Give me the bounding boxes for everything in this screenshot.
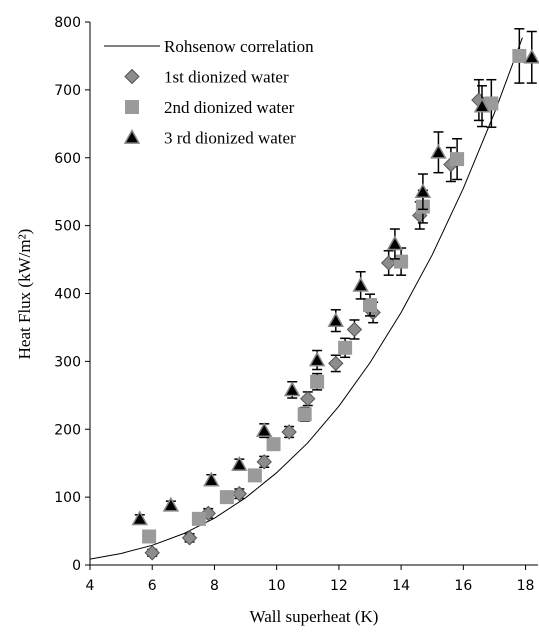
y-tick-label: 200 [54, 422, 81, 438]
x-tick-label: 12 [330, 578, 348, 594]
data-point [219, 490, 234, 505]
data-point [414, 183, 432, 199]
x-tick-label: 18 [517, 578, 535, 594]
data-point [380, 255, 397, 271]
y-tick-label: 100 [54, 490, 81, 506]
data-point [394, 254, 409, 269]
data-point [162, 496, 180, 512]
x-tick-label: 16 [454, 578, 472, 594]
legend-label: 1st dionized water [164, 68, 289, 87]
data-point [473, 97, 491, 113]
y-tick-label: 500 [54, 219, 81, 235]
data-point [327, 312, 345, 327]
data-point [283, 381, 301, 397]
data-point [512, 48, 527, 63]
data-point [300, 390, 316, 407]
data-point [346, 321, 363, 338]
y-tick-label: 700 [54, 83, 81, 99]
data-point [191, 511, 206, 526]
correlation-line [89, 37, 523, 560]
data-point [142, 529, 157, 544]
data-point [131, 510, 149, 526]
y-tick-label: 800 [54, 15, 81, 31]
data-point [231, 486, 248, 502]
x-tick-label: 8 [210, 578, 219, 594]
data-point [203, 471, 220, 487]
legend-marker [125, 100, 139, 114]
data-point [386, 235, 404, 251]
data-point [144, 545, 160, 561]
data-point [338, 340, 353, 355]
data-point [255, 422, 273, 437]
data-point [308, 351, 326, 367]
data-point [430, 143, 447, 159]
legend-label: 3 rd dionized water [164, 129, 296, 148]
data-point [363, 298, 377, 313]
y-tick-label: 300 [54, 354, 81, 370]
data-point [247, 468, 262, 483]
data-point [231, 456, 248, 471]
data-point [450, 152, 465, 167]
legend-marker [123, 128, 141, 144]
y-axis-label: Heat Flux (kW/m²) [15, 229, 34, 360]
data-point [352, 276, 369, 292]
data-point [328, 355, 344, 372]
data-point [484, 96, 499, 111]
x-tick-label: 10 [268, 578, 286, 594]
data-point [297, 407, 312, 422]
x-tick-label: 14 [392, 578, 410, 594]
x-tick-label: 4 [86, 578, 95, 594]
data-point [256, 454, 272, 470]
data-point [310, 374, 325, 389]
legend-marker [124, 68, 140, 85]
y-tick-label: 0 [72, 558, 81, 574]
x-tick-label: 6 [148, 578, 157, 594]
legend-label: Rohsenow correlation [164, 37, 314, 56]
data-point [181, 530, 198, 546]
data-point [281, 424, 297, 440]
data-point [523, 48, 539, 64]
y-tick-label: 400 [54, 287, 81, 303]
data-point [266, 437, 281, 452]
x-axis-label: Wall superheat (K) [250, 607, 379, 626]
y-tick-label: 600 [54, 151, 81, 167]
legend-label: 2nd dionized water [164, 98, 295, 117]
